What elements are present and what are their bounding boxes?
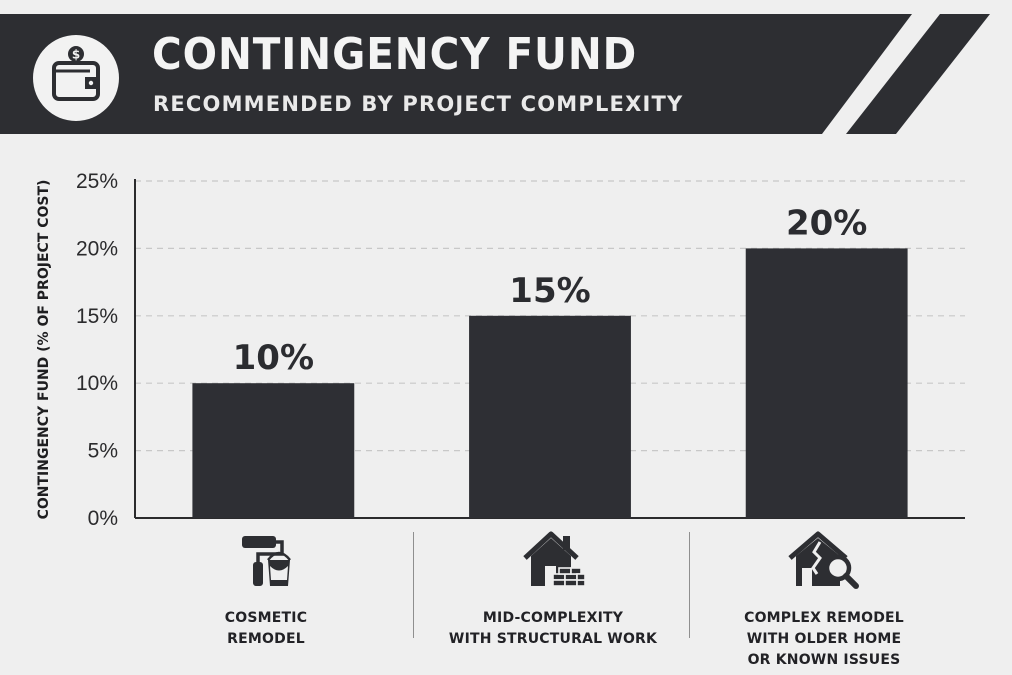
- header-banner: [0, 14, 990, 134]
- y-tick-label: 5%: [88, 440, 118, 463]
- y-tick-label: 0%: [88, 507, 118, 530]
- category-label: COMPLEX REMODEL WITH OLDER HOME OR KNOWN…: [744, 610, 904, 668]
- svg-text:$: $: [72, 48, 80, 62]
- house-bricks-icon: [523, 531, 586, 587]
- category-divider: [413, 532, 414, 638]
- banner-stripe: [846, 14, 990, 134]
- category-divider: [689, 532, 690, 638]
- y-tick-label: 10%: [76, 372, 118, 395]
- category-complex: COMPLEX REMODEL WITH OLDER HOME OR KNOWN…: [694, 528, 954, 671]
- page-title: CONTINGENCY FUND: [152, 29, 638, 80]
- data-label: 10%: [233, 338, 314, 378]
- banner-band: [0, 14, 912, 134]
- cracked-house-magnifier-icon: [788, 531, 859, 589]
- category-cosmetic: COSMETIC REMODEL: [136, 528, 396, 650]
- bar: [745, 248, 908, 518]
- y-axis-label: CONTINGENCY FUND (% OF PROJECT COST): [36, 180, 52, 520]
- category-label: MID-COMPLEXITY WITH STRUCTURAL WORK: [448, 610, 658, 647]
- wallet-dollar-icon: $: [52, 46, 100, 101]
- wallet-badge: $: [33, 35, 119, 121]
- data-label: 20%: [786, 203, 867, 243]
- bar: [192, 383, 355, 518]
- y-tick-label: 25%: [76, 170, 118, 193]
- category-mid-complexity: MID-COMPLEXITY WITH STRUCTURAL WORK: [423, 528, 683, 650]
- page-subtitle: RECOMMENDED BY PROJECT COMPLEXITY: [153, 92, 684, 116]
- y-tick-label: 15%: [76, 305, 118, 328]
- y-tick-label: 20%: [76, 237, 118, 260]
- category-label: COSMETIC REMODEL: [224, 610, 308, 647]
- bar-chart: 0% 5% 10% 15% 20% 25% 10% 15% 20% CONTINGENCY FUN…: [36, 170, 965, 530]
- data-label: 15%: [509, 271, 590, 311]
- paint-roller-icon: [242, 536, 291, 586]
- bar: [469, 315, 631, 518]
